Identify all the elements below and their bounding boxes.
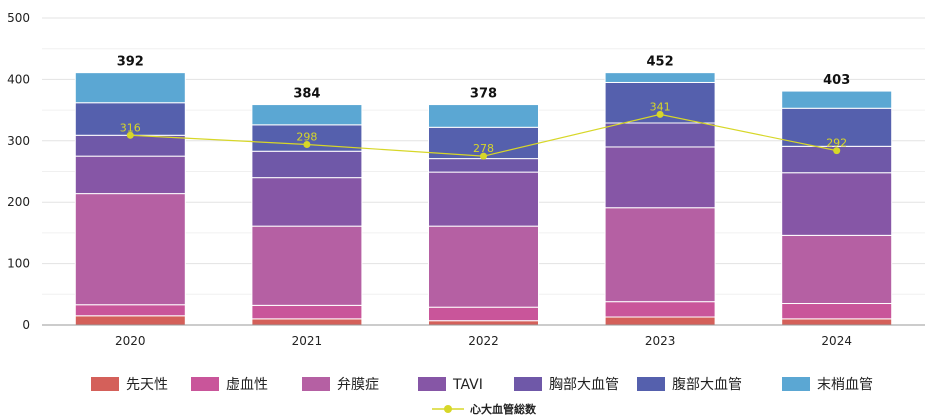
bar-segment-3-2022 [428,225,539,308]
line-data-label-2020: 316 [120,121,141,134]
legend-swatch [782,377,810,391]
bar-segment-4-2021 [251,177,363,227]
line-data-label-2023: 341 [650,100,671,113]
bar-segment-6-2024 [781,107,893,147]
y-tick-label: 300 [7,134,30,148]
legend-item-line: 心大血管総数 [432,402,537,416]
line-data-label-2024: 292 [826,137,847,150]
bars [74,72,893,326]
y-axis: 0 100 200 300 400 500 [7,11,30,332]
legend-label: TAVI [452,377,483,393]
bar-segment-4-2023 [604,146,716,209]
y-tick-label: 200 [7,195,30,209]
legend-label: 末梢血管 [817,377,873,393]
bar-segment-3-2021 [251,225,363,306]
legend-label: 腹部大血管 [672,376,742,393]
legend-item-7: 末梢血管 [782,377,873,393]
legend-swatch [418,377,446,391]
bar-segment-2-2024 [781,303,893,320]
legend-item-6: 腹部大血管 [637,376,742,393]
total-labels: 392 384 378 452 403 [117,55,851,102]
total-label-2020: 392 [117,55,144,70]
legend-item-1: 先天性 [91,377,168,393]
line-data-label-2021: 298 [296,130,317,143]
bar-segment-1-2024 [781,318,893,326]
bar-segment-4-2022 [428,171,539,227]
bar-segment-7-2021 [251,104,363,126]
legend-line-marker [444,405,452,413]
line-point-2023 [656,110,664,118]
x-tick-label-2022: 2022 [468,334,499,348]
bar-segment-1-2022 [428,320,539,326]
legend-item-2: 虚血性 [191,377,268,393]
y-tick-label: 500 [7,11,30,25]
x-tick-label-2020: 2020 [115,334,146,348]
bar-segment-4-2024 [781,172,893,236]
line-point-2020 [126,131,134,139]
bar-segment-3-2020 [74,193,186,306]
bar-segment-7-2023 [604,72,716,83]
legend-label: 弁膜症 [337,377,379,393]
bar-segment-5-2021 [251,150,363,179]
total-label-2023: 452 [647,55,674,70]
bar-segment-4-2020 [74,155,186,195]
legend-swatch [637,377,665,391]
bar-segment-7-2020 [74,72,186,104]
line-point-2022 [480,152,487,160]
bar-segment-2-2022 [428,306,539,322]
total-label-2021: 384 [293,87,320,102]
legend-label: 先天性 [126,377,168,393]
bar-segment-2-2021 [251,304,363,320]
y-tick-label: 100 [7,257,30,271]
bar-segment-5-2023 [604,122,716,148]
bar-segment-1-2023 [604,316,716,326]
line-point-2024 [833,147,841,155]
total-label-2024: 403 [823,73,850,88]
y-tick-label: 0 [22,318,30,332]
line-series: 316 298 278 341 292 [120,100,847,160]
legend-item-4: TAVI [418,377,483,393]
legend-label: 胸部大血管 [549,377,619,393]
legend-label: 虚血性 [226,377,268,393]
x-axis: 2020 2021 2022 2023 2024 [42,324,925,348]
x-tick-label-2021: 2021 [292,334,323,348]
bar-segment-3-2024 [781,234,893,305]
bar-segment-3-2023 [604,207,716,303]
bar-segment-7-2022 [428,104,539,128]
legend-swatch [191,377,219,391]
x-tick-label-2024: 2024 [821,334,852,348]
y-tick-label: 400 [7,72,30,86]
bar-segment-5-2022 [428,158,539,173]
legend-label: 心大血管総数 [470,402,537,416]
bar-segment-1-2021 [251,318,363,326]
legend-swatch [514,377,542,391]
bar-segment-1-2020 [74,315,186,326]
line-data-label-2022: 278 [473,142,494,155]
bar-segment-2-2023 [604,301,716,318]
bar-segment-2-2020 [74,304,186,317]
legend-item-5: 胸部大血管 [514,377,619,393]
legend-item-3: 弁膜症 [302,377,379,393]
line-point-2021 [303,140,311,148]
bar-segment-7-2024 [781,90,893,109]
total-label-2022: 378 [470,87,497,102]
legend-swatch [302,377,330,391]
x-tick-label-2023: 2023 [645,334,676,348]
legend-swatch [91,377,119,391]
